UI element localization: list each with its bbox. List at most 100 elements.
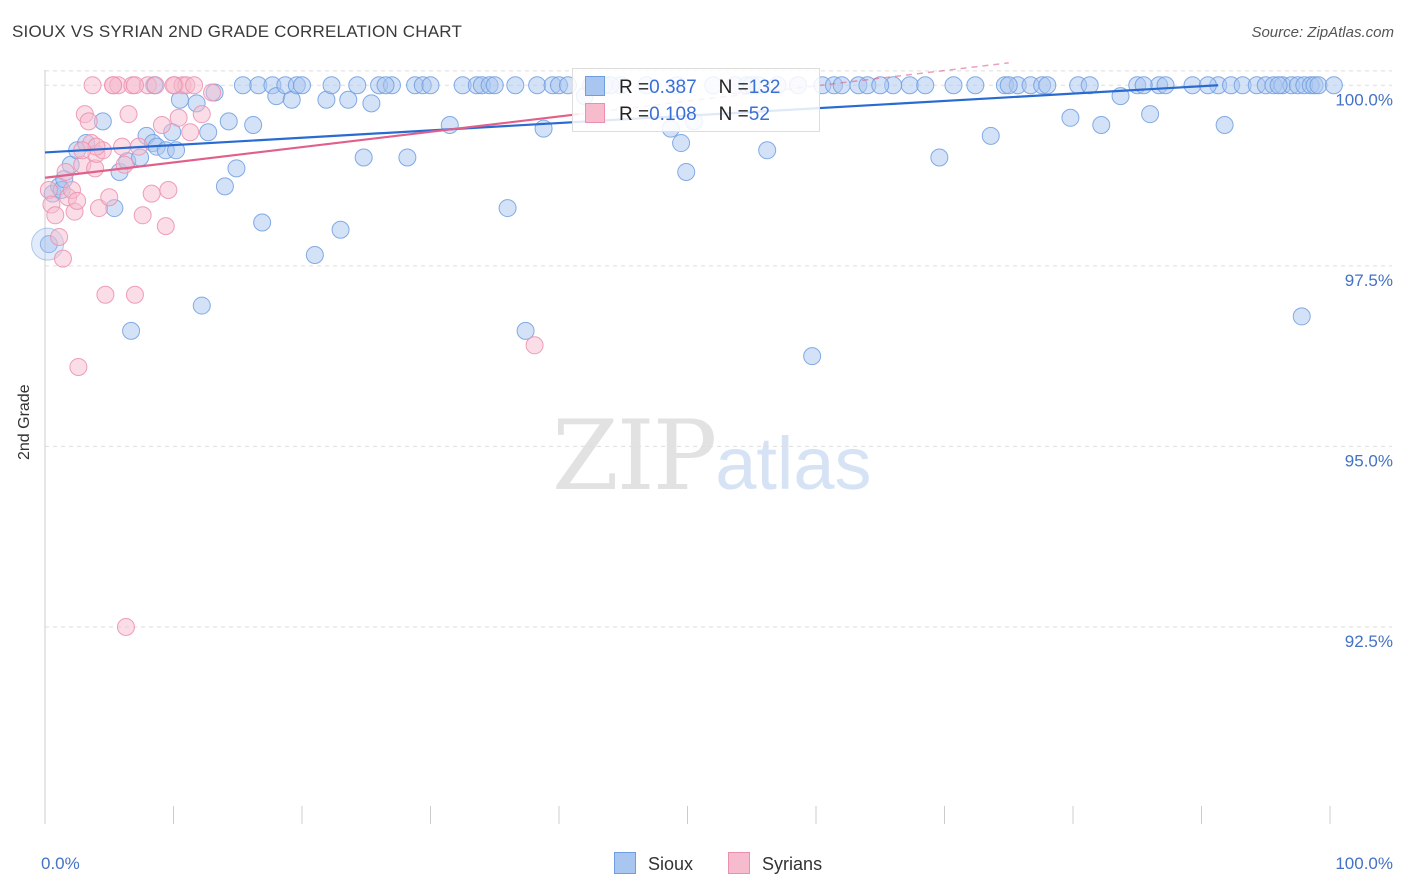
y-tick-label: 97.5% (1345, 271, 1393, 290)
sioux-point (233, 76, 252, 95)
syrian-point (203, 83, 222, 102)
syrian-r-label: R = (619, 104, 650, 125)
sioux-point (244, 116, 263, 135)
sioux-r-label: R = (619, 77, 650, 98)
watermark-atlas: atlas (715, 422, 872, 505)
legend-row-sioux: R = 0.387 N = 132 (585, 76, 780, 98)
sioux-point (348, 76, 367, 95)
sioux-point (1080, 76, 1099, 95)
sioux-point (305, 246, 324, 265)
sioux-legend-label: Sioux (648, 854, 694, 874)
sioux-point (871, 76, 890, 95)
sioux-point (498, 199, 517, 218)
sioux-point (677, 162, 696, 181)
syrian-point (125, 285, 144, 304)
syrian-r-value: 0.108 (649, 104, 697, 125)
sioux-point (1038, 76, 1057, 95)
sioux-point (339, 90, 358, 109)
syrian-point (159, 181, 178, 200)
sioux-r-value: 0.387 (649, 77, 697, 98)
syrian-point (83, 76, 102, 95)
sioux-point (803, 347, 822, 366)
syrian-legend-swatch (728, 852, 751, 874)
syrian-point (181, 123, 200, 142)
sioux-n-value: 132 (748, 77, 781, 98)
sioux-point (1061, 108, 1080, 127)
sioux-point (999, 76, 1018, 95)
syrian-point (104, 76, 123, 95)
syrian-point (185, 76, 204, 95)
sioux-point (122, 321, 141, 340)
syrian-point (46, 206, 65, 225)
syrian-point (152, 116, 171, 135)
correlation-legend: R = 0.387 N = 132 R = 0.108 N = 52 (572, 68, 820, 132)
sioux-point (944, 76, 963, 95)
syrian-legend-label: Syrians (762, 854, 823, 874)
sioux-point (421, 76, 440, 95)
syrian-point (50, 227, 69, 246)
series-legend: Sioux Syrians (614, 852, 852, 875)
legend-item-sioux[interactable]: Sioux (614, 852, 693, 875)
syrian-point (525, 336, 544, 355)
sioux-point (215, 177, 234, 196)
y-tick-label: 92.5% (1345, 632, 1393, 651)
sioux-point (362, 94, 381, 113)
syrian-point (69, 357, 88, 376)
sioux-point (192, 296, 211, 315)
sioux-point (930, 148, 949, 167)
syrian-point (156, 217, 175, 236)
sioux-point (376, 76, 395, 95)
syrian-point (169, 108, 188, 127)
sioux-point (1141, 105, 1160, 124)
syrian-point (146, 76, 165, 95)
sioux-point (900, 76, 919, 95)
sioux-point (1092, 116, 1111, 135)
syrian-points (39, 76, 544, 636)
sioux-point (199, 123, 218, 142)
syrian-point (115, 155, 134, 174)
sioux-point (916, 76, 935, 95)
syrian-trend-line (44, 113, 579, 179)
sioux-point (832, 76, 851, 95)
sioux-point (1324, 76, 1343, 95)
watermark-zip: ZIP (552, 400, 717, 512)
sioux-legend-swatch (614, 852, 636, 874)
sioux-point (1309, 76, 1328, 95)
watermark: ZIPatlas (552, 400, 872, 512)
syrian-swatch (585, 103, 605, 123)
legend-item-syrians[interactable]: Syrians (728, 852, 822, 875)
x-tick-label-right: 100.0% (1335, 854, 1393, 873)
sioux-point (1215, 116, 1234, 135)
sioux-point (758, 141, 777, 160)
sioux-point (1134, 76, 1153, 95)
syrian-point (133, 206, 152, 225)
sioux-point (981, 126, 1000, 145)
source-label: Source: ZipAtlas.com (1251, 24, 1394, 41)
syrian-point (100, 188, 119, 207)
syrian-point (79, 112, 98, 131)
legend-row-syrians: R = 0.108 N = 52 (585, 103, 770, 125)
sioux-point (331, 220, 350, 239)
sioux-point (1269, 76, 1288, 95)
syrian-n-value: 52 (748, 104, 770, 125)
syrian-point (116, 617, 135, 636)
chart-title: SIOUX VS SYRIAN 2ND GRADE CORRELATION CH… (12, 22, 463, 41)
syrian-n-label: N = (718, 104, 749, 125)
sioux-point (219, 112, 238, 131)
sioux-point (966, 76, 985, 95)
sioux-point (1292, 307, 1311, 326)
sioux-point (293, 76, 311, 95)
syrian-point (125, 76, 144, 95)
syrian-point (164, 76, 183, 95)
sioux-point (1183, 76, 1202, 95)
sioux-point (253, 213, 272, 232)
y-tick-label: 100.0% (1335, 90, 1393, 109)
syrian-point (96, 285, 115, 304)
sioux-n-label: N = (718, 77, 749, 98)
sioux-point (516, 321, 535, 340)
syrian-point (68, 191, 87, 210)
syrian-point (192, 105, 211, 124)
sioux-point (227, 159, 246, 178)
sioux-point (1156, 76, 1175, 95)
